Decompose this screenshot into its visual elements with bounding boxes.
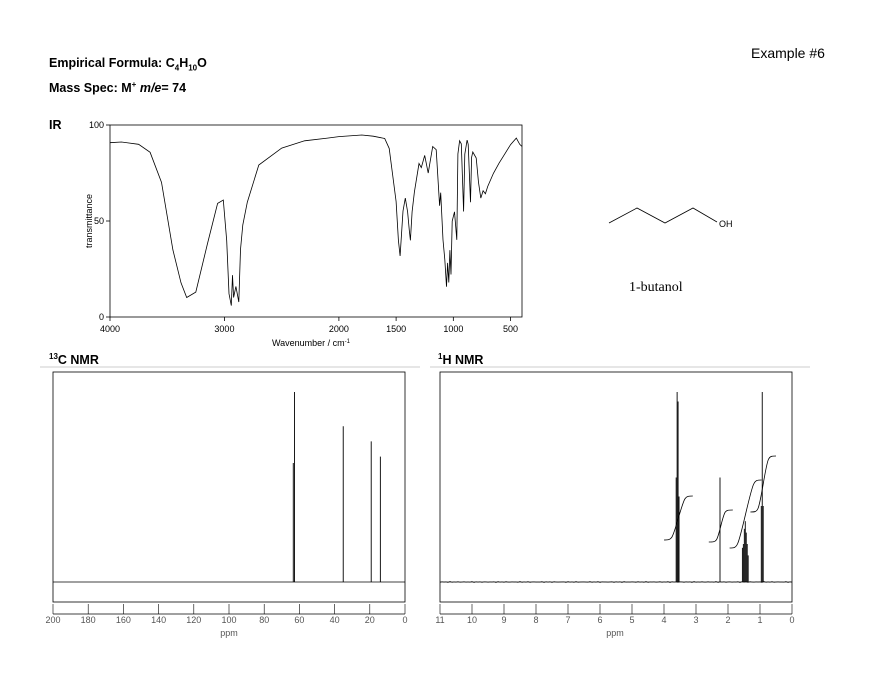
mass-spec-value: = 74 (161, 81, 187, 96)
h1-xtick-label: 2 (725, 615, 730, 625)
formula-c-subscript: 4 (174, 63, 180, 73)
h1-integral-curve (750, 455, 777, 513)
c13-xtick-label: 20 (365, 615, 375, 625)
ir-plot-frame (109, 124, 523, 318)
h1-axes: 11 10 9 8 7 6 5 4 3 2 1 0 (435, 604, 795, 625)
ir-section-label: IR (49, 118, 62, 132)
ir-ytick-label: 50 (94, 216, 104, 226)
c13-xtick-label: 200 (45, 615, 60, 625)
c13-section-label: 13C NMR (49, 352, 99, 367)
h1-xtick-label: 7 (565, 615, 570, 625)
c13-xtick-label: 120 (186, 615, 201, 625)
ir-xtick-label: 1000 (443, 324, 463, 334)
h1-noise-baseline (439, 580, 793, 584)
ir-xlabel: Wavenumber / cm-1 (272, 338, 351, 348)
example-label: Example #6 (751, 45, 825, 61)
c13-peaks (53, 392, 405, 583)
h1-xtick-label: 0 (789, 615, 794, 625)
c13-xtick-label: 80 (259, 615, 269, 625)
c13-xtick-label: 140 (151, 615, 166, 625)
ir-xtick-label: 4000 (100, 324, 120, 334)
ir-xlabel-text: Wavenumber / cm (272, 338, 345, 348)
c13-xtick-label: 180 (81, 615, 96, 625)
ir-xtick-label: 2000 (329, 324, 349, 334)
c13-plot-frame (52, 371, 406, 603)
c13-axes: 200 180 160 140 120 100 80 60 40 20 0 (45, 604, 408, 625)
c13-xtick-label: 60 (294, 615, 304, 625)
h1-xlabel: ppm (606, 628, 624, 638)
ir-xtick-label: 3000 (214, 324, 234, 334)
h1-peaks (439, 392, 793, 584)
c13-xtick-label: 160 (116, 615, 131, 625)
h1-xtick-label: 10 (467, 615, 477, 625)
c13-text: C NMR (57, 353, 99, 368)
formula-label: Empirical Formula: C (49, 56, 175, 70)
ir-ytick-label: 0 (99, 312, 104, 322)
ir-xlabel-sup: -1 (345, 339, 351, 345)
h1-integral-curve (729, 479, 762, 549)
c13-sup: 13 (49, 352, 58, 361)
c13-xtick-label: 40 (330, 615, 340, 625)
compound-name: 1-butanol (629, 280, 683, 295)
h1-xtick-label: 6 (597, 615, 602, 625)
h1-xtick-label: 3 (693, 615, 698, 625)
h1-integral-curve (708, 509, 733, 543)
c13-xtick-label: 0 (402, 615, 407, 625)
mass-spec-sup: + (131, 80, 137, 89)
h1-xtick-label: 9 (501, 615, 506, 625)
c13-xtick-label: 100 (221, 615, 236, 625)
h1-text: H NMR (442, 353, 484, 368)
mass-spec: Mass Spec: M+ m/e= 74 (49, 80, 186, 95)
empirical-formula: Empirical Formula: C4H10O (49, 56, 207, 73)
mass-spec-label: Mass Spec: M (49, 81, 132, 96)
h1-xtick-label: 8 (533, 615, 538, 625)
ir-axes: 4000 3000 2000 1500 1000 500 0 50 100 (89, 120, 518, 334)
h1-section-label: 1H NMR (438, 352, 483, 367)
oh-label: OH (719, 219, 733, 229)
butanol-skeletal-structure (608, 207, 718, 224)
formula-o: O (197, 56, 207, 70)
ir-ylabel: transmittance (84, 194, 94, 248)
h1-plot-frame (439, 371, 793, 603)
h1-integrals (663, 455, 777, 549)
ir-ytick-label: 100 (89, 120, 104, 130)
h1-xtick-label: 5 (629, 615, 634, 625)
formula-h: H (179, 56, 189, 70)
formula-h-subscript: 10 (188, 63, 198, 73)
h1-xtick-label: 1 (757, 615, 762, 625)
h1-xtick-label: 11 (435, 615, 444, 625)
ir-xtick-label: 1500 (386, 324, 406, 334)
mass-spec-me: m/e (139, 81, 162, 96)
h1-sup: 1 (438, 352, 443, 361)
h1-integral-curve (663, 495, 693, 541)
ir-spectrum-line (109, 134, 523, 306)
c13-xlabel: ppm (220, 628, 238, 638)
ir-xtick-label: 500 (503, 324, 518, 334)
h1-xtick-label: 4 (661, 615, 666, 625)
